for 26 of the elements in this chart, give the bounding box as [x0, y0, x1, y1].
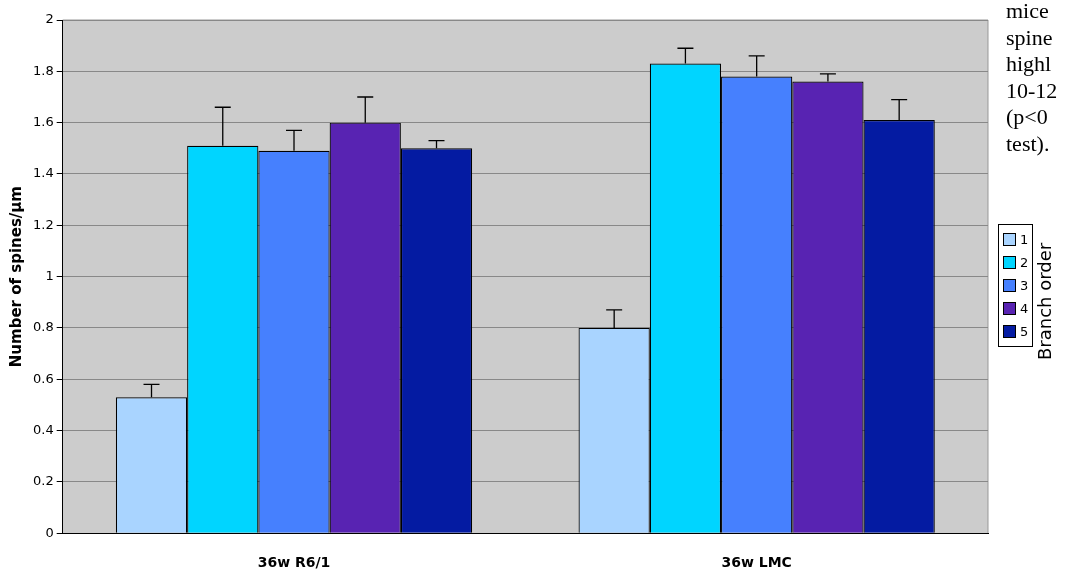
text: (p<0: [1006, 104, 1049, 131]
legend-label: 2: [1020, 255, 1029, 270]
x-tick-label: 36w R6/1: [257, 554, 331, 571]
text: 10-12: [1006, 77, 1058, 104]
legend-title: Branch order: [1034, 242, 1055, 360]
legend-label: 3: [1020, 278, 1029, 293]
legend-label: 1: [1020, 232, 1029, 247]
text: spine: [1006, 24, 1054, 51]
y-tick-label: 0.2: [32, 473, 54, 489]
y-axis-title: Number of spines/µm: [6, 186, 25, 368]
y-tick-label: 0.4: [32, 421, 54, 437]
y-tick-label: 1.4: [32, 165, 54, 181]
text: mice: [1006, 0, 1050, 25]
text: highl: [1006, 51, 1053, 78]
y-tick-label: 1.8: [32, 62, 54, 78]
y-tick-label: 0.6: [32, 370, 54, 386]
text: test).: [1006, 130, 1051, 157]
legend-label: 5: [1020, 324, 1029, 339]
y-tick-label: 1.2: [32, 216, 54, 232]
y-tick-label: 2: [45, 11, 54, 27]
y-tick-label: 0.8: [32, 319, 54, 335]
x-tick-label: 36w LMC: [721, 554, 792, 571]
legend-label: 4: [1020, 301, 1029, 316]
y-tick-label: 0: [45, 524, 54, 540]
y-tick-label: 1.6: [32, 114, 54, 130]
y-tick-label: 1: [45, 267, 54, 283]
